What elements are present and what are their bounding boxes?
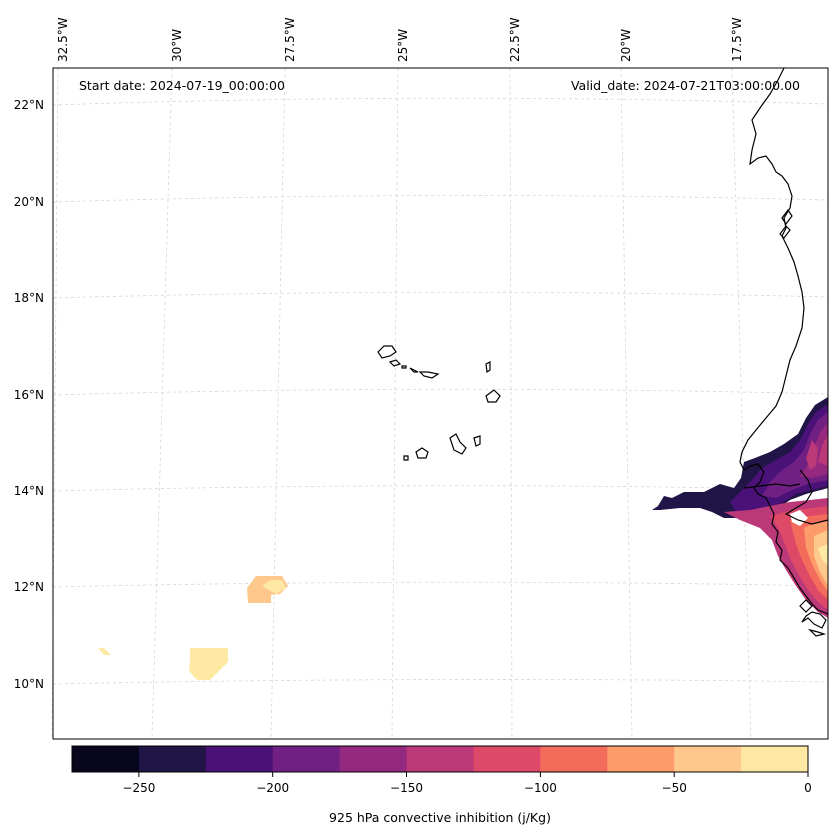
senegal-border <box>784 469 829 525</box>
lon-label-25w: 25°W <box>396 28 410 62</box>
island-boa-vista <box>485 389 501 403</box>
colorbar-tick-label: −250 <box>122 781 156 795</box>
graticule-parallels <box>52 97 829 685</box>
coastal-island-3 <box>799 599 813 613</box>
lat-label-14n: 14°N <box>13 484 44 498</box>
cin-band-coast-5 <box>818 434 828 466</box>
colorbar-tick-label: −100 <box>523 781 557 795</box>
colorbar-bin <box>741 746 809 772</box>
map-border <box>52 67 829 740</box>
colorbar-bin <box>406 746 474 772</box>
map-frame <box>53 68 828 739</box>
lat-label-12n: 12°N <box>13 580 44 594</box>
colorbar-bin <box>607 746 675 772</box>
cin-band-south-6 <box>818 544 828 566</box>
lat-label-20n: 20°N <box>13 195 44 209</box>
colorbar-ticks <box>138 772 809 777</box>
colorbar-bin <box>540 746 608 772</box>
africa-coastline <box>739 67 829 615</box>
island-sal <box>485 361 491 374</box>
guinea-islands <box>801 611 827 637</box>
coastal-island-2 <box>779 225 791 239</box>
start-date-annotation: Start date: 2024-07-19_00:00:00 <box>79 78 285 93</box>
valid-date-annotation: Valid_date: 2024-07-21T03:00:00.00 <box>570 78 800 93</box>
colorbar-bins <box>72 746 809 772</box>
island-brava <box>403 455 409 461</box>
gambia-river <box>743 483 801 489</box>
island-santiago <box>449 433 467 455</box>
lon-label-20w: 20°W <box>619 28 633 62</box>
cin-band-coast-5b <box>806 440 818 470</box>
island-santo-antao <box>377 345 397 359</box>
colorbar-tick-label: −50 <box>661 781 687 795</box>
island-santa-luzia <box>401 365 407 369</box>
lon-label-27-5w: 27.5°W <box>283 17 297 62</box>
colorbar-bin <box>272 746 341 772</box>
colorbar-border <box>71 745 809 773</box>
colorbar-tick-label: −150 <box>390 781 423 795</box>
lat-label-18n: 18°N <box>13 291 44 305</box>
cin-patch-ocean-3 <box>98 648 111 655</box>
lon-label-17-5w: 17.5°W <box>730 17 744 62</box>
colorbar-label: 925 hPa convective inhibition (j/Kg) <box>329 810 551 825</box>
colorbar-tick-label: −200 <box>256 781 290 795</box>
island-maio <box>473 435 481 447</box>
lat-label-10n: 10°N <box>13 677 44 691</box>
colorbar-bin <box>72 746 140 772</box>
lat-label-16n: 16°N <box>13 388 44 402</box>
coastlines <box>377 67 829 637</box>
colorbar-bin <box>674 746 742 772</box>
cin-band-south-5 <box>814 530 828 586</box>
island-fogo <box>415 447 429 459</box>
island-sao-nicolau <box>409 367 440 379</box>
colorbar-bin <box>473 746 541 772</box>
coastal-island-1 <box>781 208 793 226</box>
cin-patch-ocean-1-core <box>262 580 286 594</box>
cin-patch-ocean-2 <box>189 648 228 680</box>
island-sao-vicente <box>388 359 402 367</box>
colorbar-bin <box>339 746 408 772</box>
cin-contours <box>98 397 828 680</box>
colorbar-bin <box>138 746 207 772</box>
lon-label-30w: 30°W <box>170 28 184 62</box>
colorbar-tick-label: 0 <box>804 781 812 795</box>
lon-label-22-5w: 22.5°W <box>508 17 522 62</box>
colorbar-bin <box>205 746 274 772</box>
lat-label-22n: 22°N <box>13 98 44 112</box>
lon-label-32-5w: 32.5°W <box>56 17 70 62</box>
